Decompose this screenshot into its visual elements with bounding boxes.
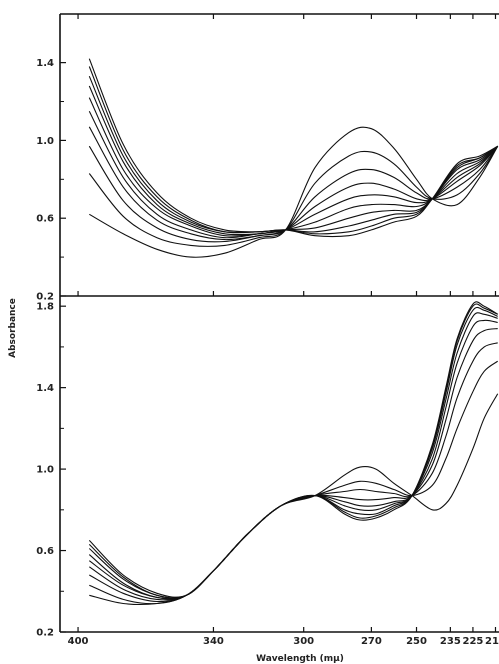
y-tick-label: 1.8 [36, 302, 54, 313]
spectrum-line-top-8 [88, 75, 499, 234]
x-tick-label: 340 [203, 636, 224, 647]
spectrum-line-bottom-9 [88, 301, 498, 598]
x-tick-label: 300 [293, 636, 314, 647]
y-tick-label: 0.2 [36, 292, 54, 303]
spectrum-line-bottom-6 [88, 312, 498, 600]
y-tick-label: 0.6 [36, 546, 54, 557]
y-tick-label: 1.4 [36, 58, 54, 69]
spectrum-line-top-3 [88, 145, 499, 243]
spectrum-line-top-7 [88, 85, 499, 236]
y-tick-label: 1.0 [36, 136, 54, 147]
x-tick-label: 215 [485, 636, 499, 647]
spectrum-line-bottom-2 [89, 360, 499, 605]
spectrum-line-top-10 [88, 58, 498, 237]
spectrum-line-bottom-5 [88, 319, 498, 600]
y-tick-label: 0.6 [36, 214, 54, 225]
top-panel-spectra: 0.2 0.6 1.0 1.4 [36, 13, 499, 303]
x-tick-label: 400 [68, 636, 89, 647]
y-tick-label: 0.2 [36, 628, 54, 639]
bottom-panel-spectra: 0.2 0.6 1.0 1.4 1.8 400 340 300 270 250 235225215 [36, 296, 499, 647]
y-tick-label: 1.0 [36, 465, 54, 476]
spectrum-line-top-6 [88, 97, 499, 237]
spectrum-line-top-2 [88, 145, 499, 247]
spectrum-line-top-1 [89, 126, 499, 258]
x-tick-label: 270 [361, 636, 382, 647]
x-axis-title: Wavelength (mμ) [256, 654, 344, 664]
spectrum-line-bottom-8 [88, 303, 498, 599]
y-tick-label: 1.4 [36, 383, 54, 394]
spectrum-line-top-5 [88, 110, 499, 239]
spectrum-line-top-4 [88, 126, 499, 241]
x-tick-label: 225 [462, 636, 483, 647]
y-axis-title: Absorbance [8, 298, 18, 358]
spectrum-line-bottom-3 [89, 342, 498, 603]
x-tick-label: 235 [440, 636, 461, 647]
x-tick-label: 250 [406, 636, 427, 647]
